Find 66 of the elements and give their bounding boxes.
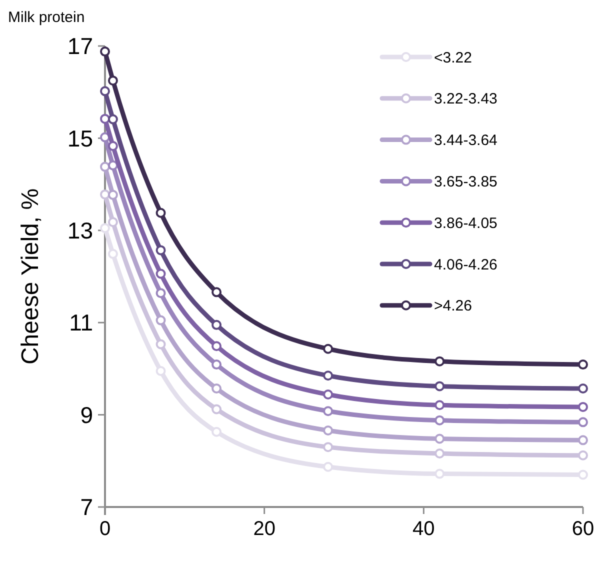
legend-label: 3.44-3.64 <box>434 132 498 150</box>
point <box>434 356 445 366</box>
point <box>434 448 445 459</box>
point <box>212 360 222 370</box>
point <box>100 189 110 200</box>
point <box>156 366 166 376</box>
point <box>156 208 166 218</box>
point <box>212 287 222 298</box>
legend-label: 4.06-4.26 <box>434 256 498 274</box>
point <box>323 462 334 472</box>
point <box>108 114 118 124</box>
x-tick-label: 40 <box>412 518 435 540</box>
point <box>212 404 222 414</box>
point <box>323 425 334 436</box>
legend-label: 3.86-4.05 <box>434 214 498 232</box>
legend-label: >4.26 <box>434 298 472 315</box>
point <box>108 76 118 86</box>
point <box>108 248 118 259</box>
legend-label: 3.22-3.43 <box>434 90 498 108</box>
legend-title: Milk protein <box>8 9 85 26</box>
point <box>434 468 445 479</box>
point <box>578 435 588 446</box>
point <box>578 360 588 370</box>
point <box>323 370 334 381</box>
point <box>100 162 110 172</box>
point <box>434 415 445 426</box>
point <box>100 86 110 96</box>
point <box>212 341 222 352</box>
point <box>434 434 445 444</box>
point <box>108 217 118 228</box>
point <box>578 450 588 460</box>
point <box>323 344 334 354</box>
x-tick-label: 60 <box>572 518 594 540</box>
point <box>100 114 110 124</box>
point <box>323 406 334 416</box>
x-tick-label: 0 <box>99 518 111 540</box>
point <box>434 381 445 392</box>
y-tick-label: 9 <box>80 402 93 428</box>
point <box>156 339 166 350</box>
point <box>108 160 118 170</box>
point <box>578 384 588 394</box>
point <box>100 223 110 234</box>
point <box>108 190 118 200</box>
point <box>434 400 445 410</box>
point <box>156 288 166 298</box>
y-tick-label: 15 <box>67 125 93 152</box>
y-tick-label: 11 <box>69 310 93 336</box>
y-tick-label: 13 <box>67 217 93 244</box>
point <box>156 268 166 279</box>
point <box>578 417 588 428</box>
point <box>156 245 166 256</box>
point <box>323 442 334 452</box>
y-tick-label: 17 <box>67 33 93 60</box>
point <box>212 320 222 330</box>
point <box>578 402 588 412</box>
point <box>156 315 166 326</box>
y-tick-label: 7 <box>80 494 93 520</box>
point <box>108 141 118 152</box>
legend-label: <3.22 <box>434 49 472 66</box>
point <box>323 390 334 400</box>
legend-label: 3.65-3.85 <box>434 173 498 190</box>
point <box>212 426 222 437</box>
point <box>578 470 588 480</box>
y-axis-title: Cheese Yield, % <box>17 188 44 365</box>
x-tick-label: 20 <box>253 518 276 540</box>
point <box>212 384 222 394</box>
